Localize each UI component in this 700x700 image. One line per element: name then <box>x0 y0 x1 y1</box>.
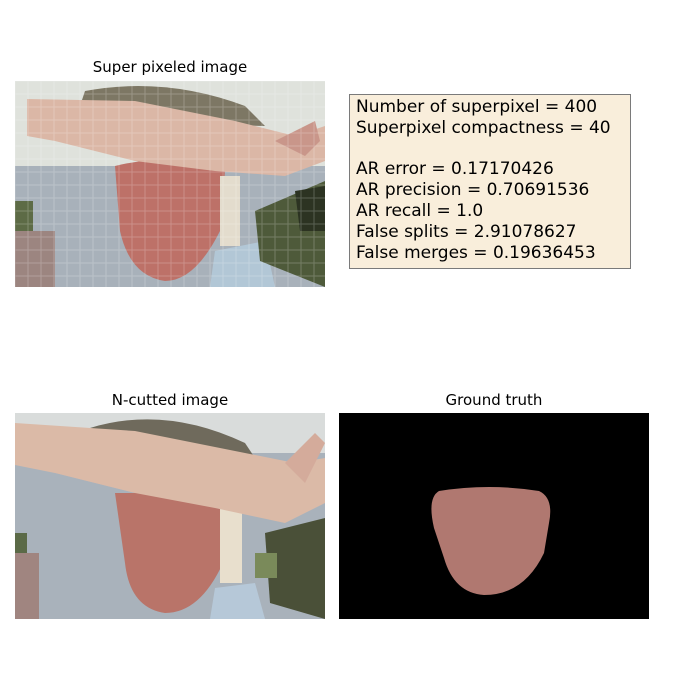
superpixel-image <box>15 81 325 287</box>
stat-ar-error: AR error = 0.17170426 <box>356 159 554 180</box>
stat-compactness: Superpixel compactness = 40 <box>356 117 611 138</box>
ground-truth-panel-title: Ground truth <box>445 391 543 409</box>
superpixel-panel-title: Super pixeled image <box>92 58 248 76</box>
ncut-image <box>15 413 325 619</box>
stat-false-merges: False merges = 0.19636453 <box>356 242 596 263</box>
ncut-panel-title: N-cutted image <box>111 391 229 409</box>
stat-ar-recall: AR recall = 1.0 <box>356 200 484 221</box>
stat-ar-precision: AR precision = 0.70691536 <box>356 180 590 201</box>
stat-num-superpixel: Number of superpixel = 400 <box>356 97 598 117</box>
stat-false-splits: False splits = 2.91078627 <box>356 221 577 242</box>
ground-truth-image <box>339 413 649 619</box>
metrics-box: Number of superpixel = 400 Superpixel co… <box>349 94 631 269</box>
